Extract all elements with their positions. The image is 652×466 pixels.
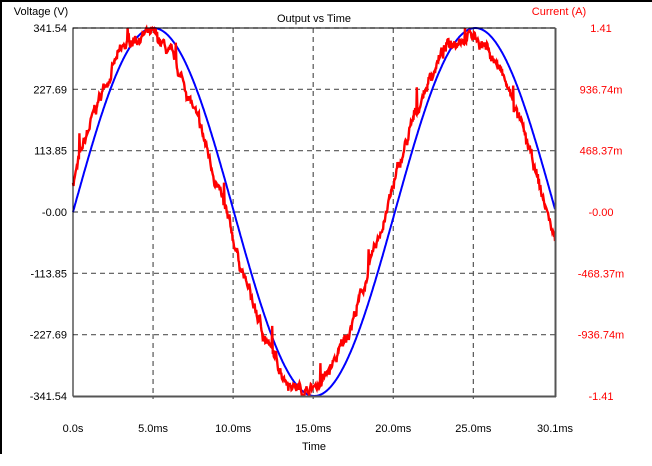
x-axis-label: Time — [302, 441, 326, 453]
right-axis-label: Current (A) — [532, 6, 586, 18]
right-tick-label: 1.41 — [590, 23, 611, 35]
right-tick-label: -1.41 — [588, 391, 613, 403]
right-tick-label: -468.37m — [578, 268, 624, 280]
left-tick-label: -0.00 — [42, 207, 67, 219]
left-axis-ticks: 341.54 227.69 113.85 -0.00 -113.85 -227.69 -34… — [30, 23, 67, 403]
grid-lines — [73, 27, 555, 399]
right-tick-label: -936.74m — [578, 330, 624, 342]
x-tick-label: 15.0ms — [295, 423, 332, 435]
left-tick-label: 113.85 — [34, 146, 67, 158]
current-series-line — [71, 24, 557, 398]
x-axis-ticks: 0.0s 5.0ms 10.0ms 15.0ms 20.0ms 25.0ms 30.1ms — [63, 423, 574, 435]
right-tick-label: -0.00 — [588, 207, 613, 219]
left-tick-label: -113.85 — [31, 268, 68, 280]
x-tick-label: 30.1ms — [537, 423, 574, 435]
x-tick-label: 0.0s — [63, 423, 84, 435]
window-top-border — [0, 0, 652, 2]
right-tick-label: 468.37m — [580, 146, 623, 158]
left-tick-label: 227.69 — [33, 84, 67, 96]
window-left-border — [0, 0, 2, 454]
left-tick-label: -227.69 — [30, 330, 67, 342]
right-axis-ticks: 1.41 936.74m 468.37m -0.00 -468.37m -936.74m -… — [578, 23, 624, 403]
x-tick-label: 20.0ms — [375, 423, 412, 435]
left-tick-label: -341.54 — [30, 391, 67, 403]
x-tick-label: 10.0ms — [215, 423, 252, 435]
right-tick-label: 936.74m — [580, 84, 623, 96]
left-axis-label: Voltage (V) — [14, 6, 68, 18]
left-tick-label: 341.54 — [33, 23, 67, 35]
x-tick-label: 5.0ms — [138, 423, 168, 435]
chart-title: Output vs Time — [277, 13, 351, 25]
x-tick-label: 25.0ms — [455, 423, 492, 435]
